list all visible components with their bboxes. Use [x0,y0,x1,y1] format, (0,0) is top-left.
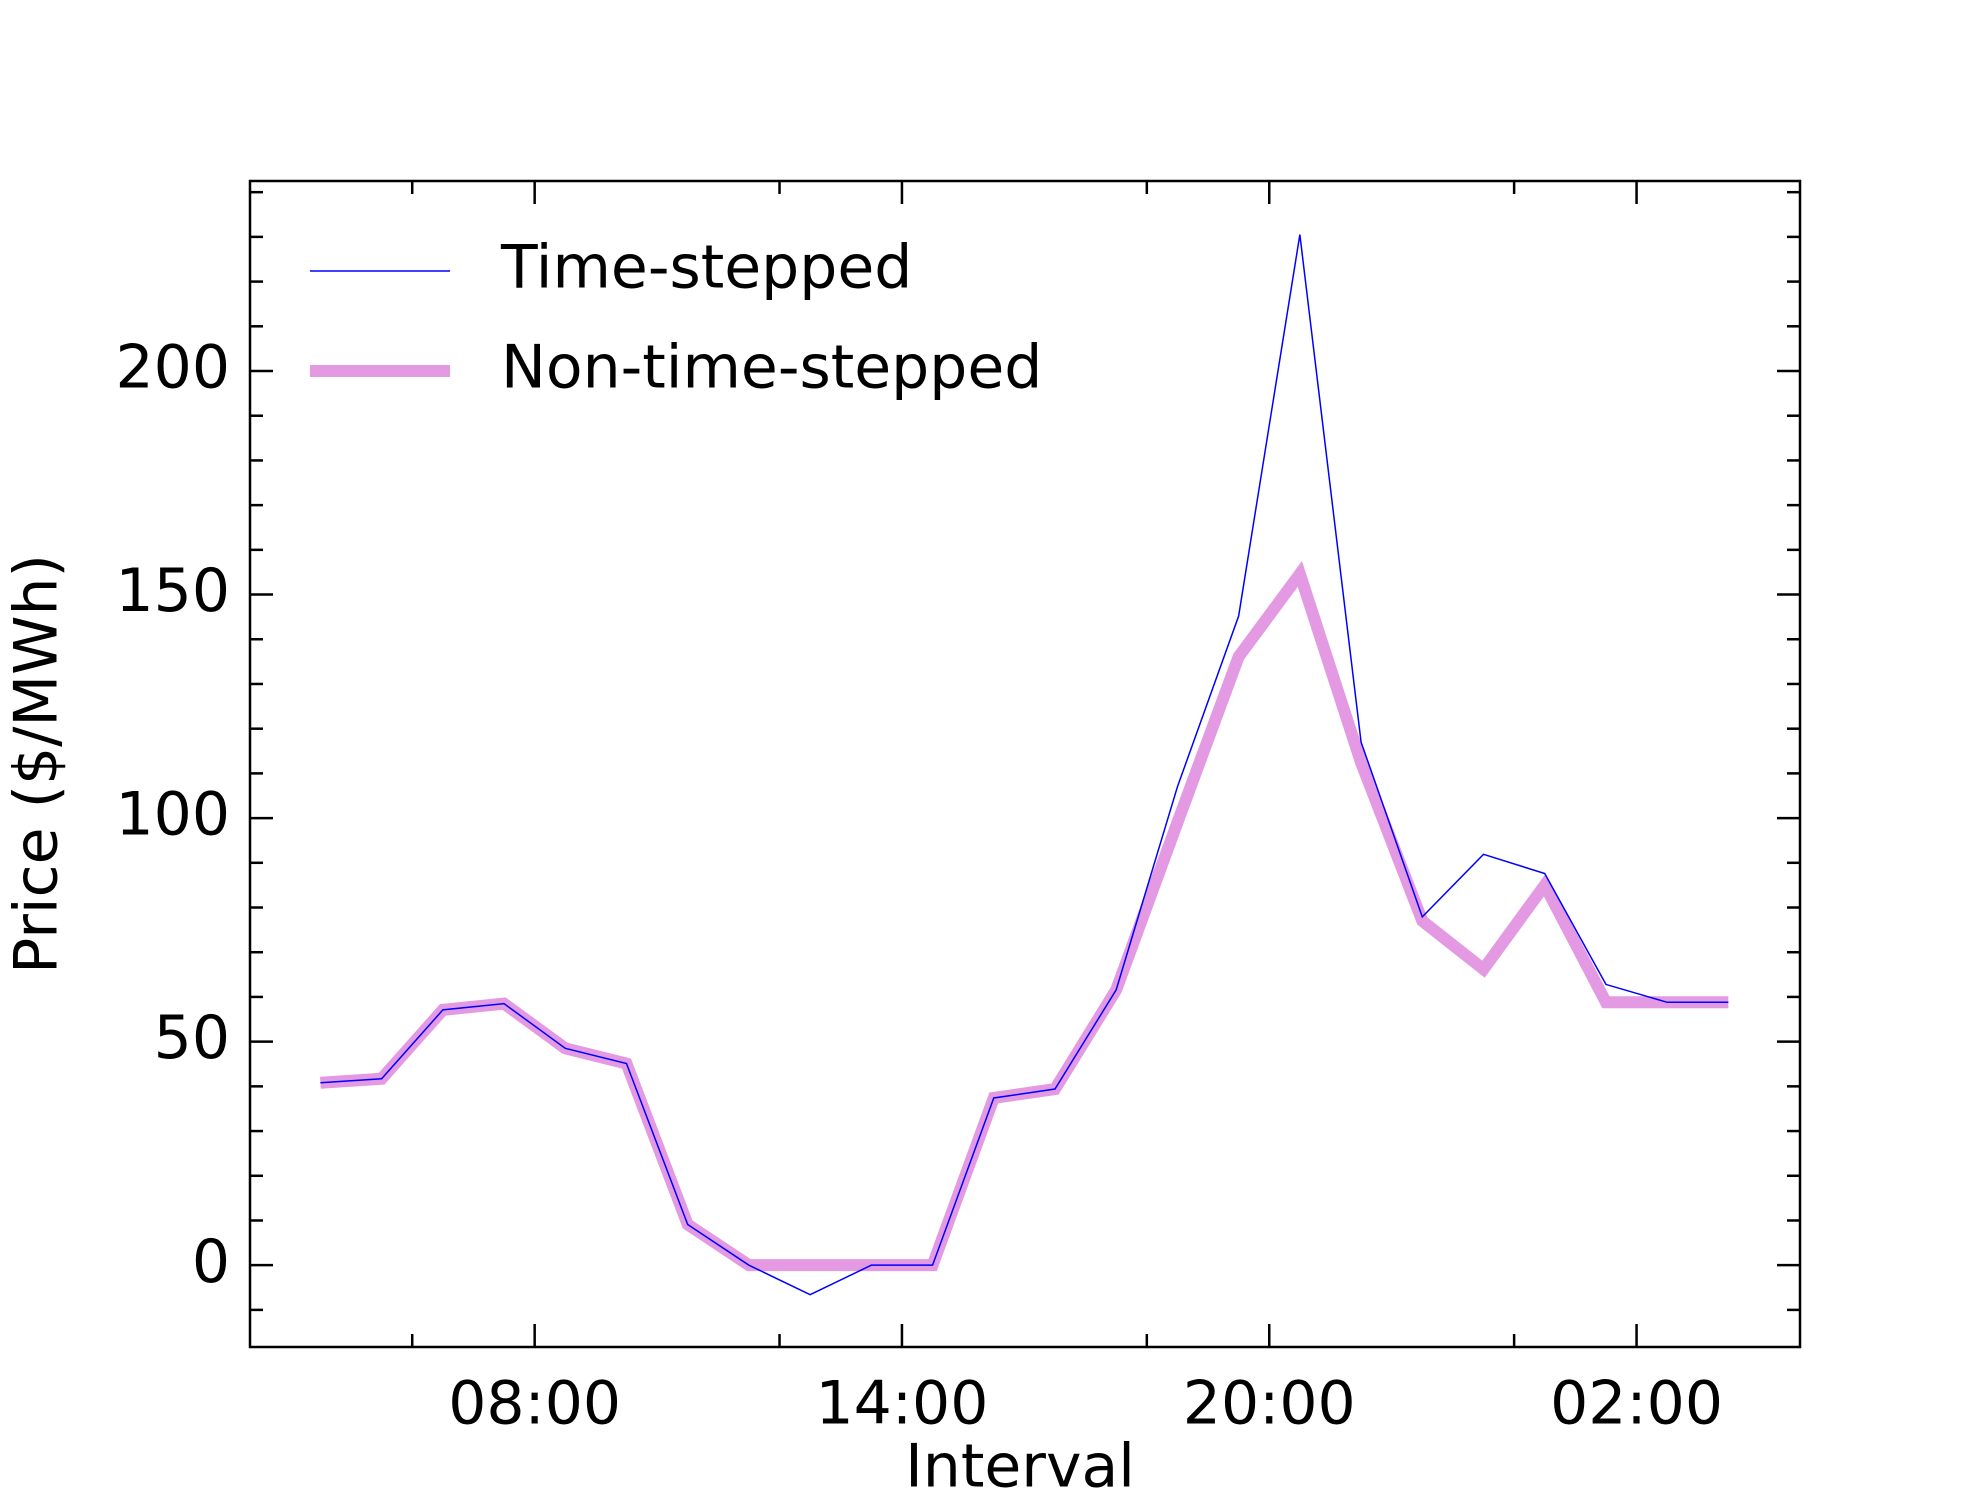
y-tick-label: 150 [115,556,230,626]
x-tick-label: 20:00 [1183,1369,1356,1439]
y-tick-label: 50 [154,1003,230,1073]
y-axis-label: Price ($/MWh) [2,554,72,974]
y-tick-label: 100 [115,780,230,850]
plot-frame [248,179,1802,1349]
x-tick-label: 02:00 [1550,1369,1723,1439]
x-axis-label: Interval [905,1432,1135,1500]
y-tick-label: 0 [192,1227,230,1297]
x-tick-label: 08:00 [448,1369,621,1439]
series-line [320,234,1729,1296]
legend-label: Non-time-stepped [501,333,1042,403]
y-tick-label: 200 [115,333,230,403]
series-line [320,561,1729,1272]
x-tick-label: 14:00 [815,1369,988,1439]
legend-label: Time-stepped [500,233,912,303]
